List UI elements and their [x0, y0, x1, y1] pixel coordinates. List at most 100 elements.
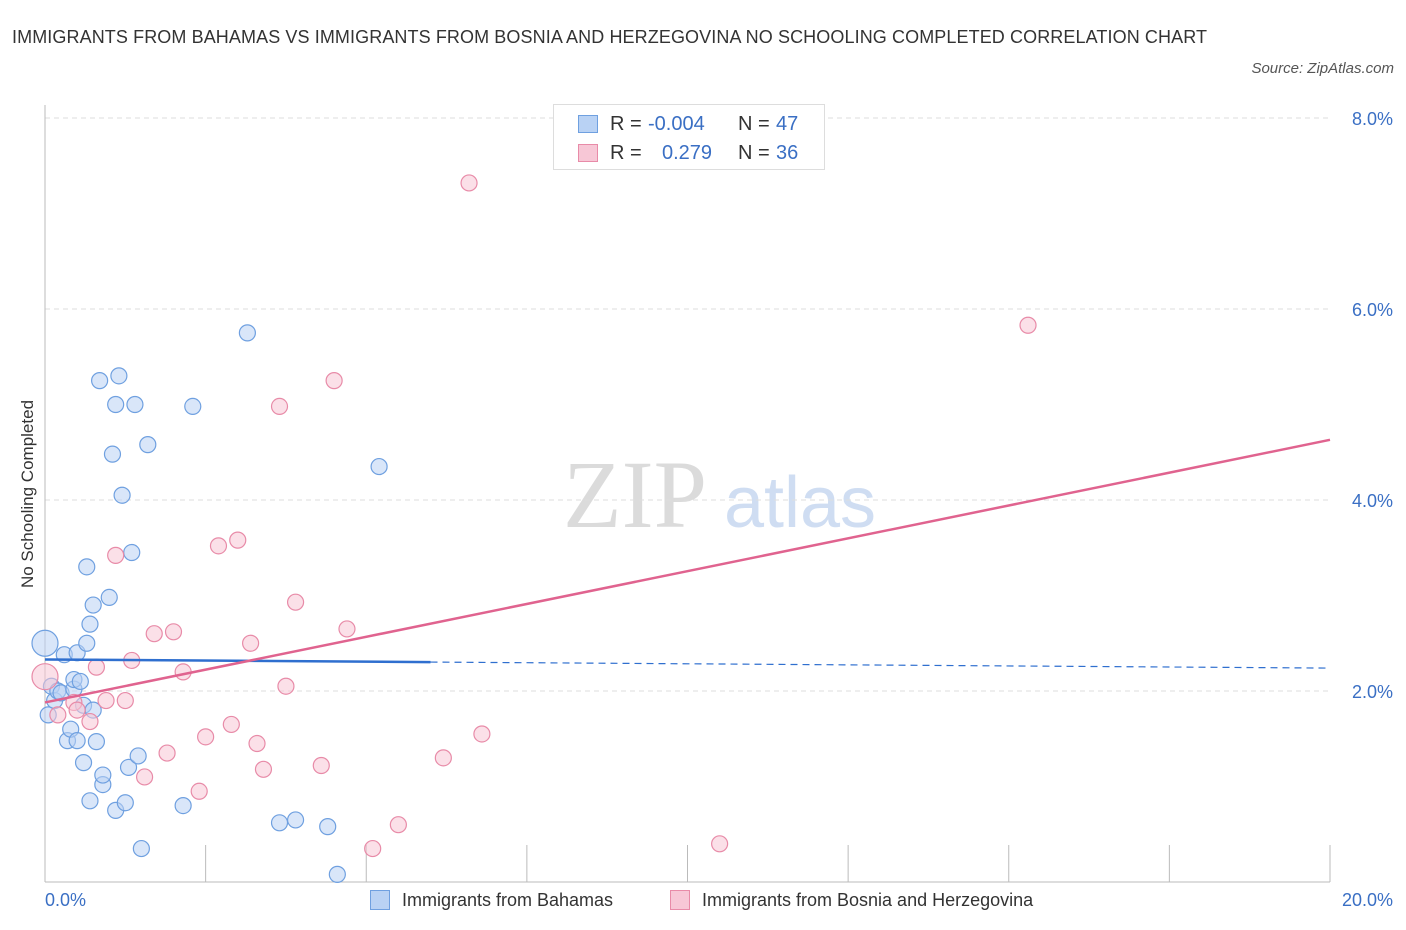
y-tick-label: 6.0%	[1352, 300, 1393, 320]
watermark-zip: ZIP	[563, 441, 707, 548]
grid	[45, 117, 1330, 692]
point-bahamas	[116, 794, 134, 812]
point-bosnia	[242, 634, 260, 652]
point-bosnia	[364, 839, 382, 858]
point-bahamas	[91, 372, 109, 390]
point-bahamas	[238, 324, 256, 342]
legend-swatch-bahamas	[370, 890, 390, 910]
point-bosnia	[434, 749, 452, 767]
r-label: R =	[610, 113, 642, 135]
point-bosnia	[190, 782, 208, 800]
r-value: 0.279	[662, 142, 713, 164]
point-bahamas	[126, 395, 144, 414]
point-bahamas	[139, 436, 157, 454]
point-bahamas	[319, 818, 337, 836]
point-bahamas	[132, 839, 150, 858]
legend-swatch-bahamas	[578, 115, 598, 133]
r-label: R =	[610, 142, 642, 164]
point-bosnia	[145, 625, 163, 643]
point-bosnia	[460, 174, 478, 192]
point-bahamas	[328, 865, 346, 883]
point-bosnia	[87, 658, 106, 676]
point-bosnia	[68, 701, 86, 719]
point-bosnia	[277, 677, 295, 695]
point-bahamas	[174, 796, 192, 815]
point-bahamas	[286, 811, 305, 829]
point-bosnia	[107, 546, 125, 564]
point-bahamas	[31, 629, 59, 657]
legend-swatch-bosnia	[578, 144, 598, 162]
legend-swatch-bosnia	[670, 890, 690, 910]
x-tick-label-max: 20.0%	[1341, 890, 1393, 910]
point-bahamas	[68, 732, 86, 750]
y-tick-label: 8.0%	[1352, 109, 1393, 129]
point-bosnia	[254, 760, 273, 778]
point-bosnia	[270, 397, 289, 416]
chart-title: IMMIGRANTS FROM BAHAMAS VS IMMIGRANTS FR…	[12, 27, 1208, 47]
trend-line-bahamas	[44, 658, 431, 664]
point-bosnia	[229, 531, 247, 549]
point-bosnia	[711, 835, 729, 853]
point-bosnia	[97, 691, 115, 710]
point-bosnia	[389, 816, 407, 834]
n-label: N =	[738, 113, 770, 135]
r-value: -0.004	[648, 113, 705, 135]
point-bahamas	[81, 792, 99, 810]
n-value: 47	[776, 113, 799, 135]
legend-item-bahamas: Immigrants from Bahamas	[370, 890, 613, 911]
point-bosnia	[116, 691, 134, 710]
point-bahamas	[84, 596, 102, 614]
y-tick-label: 4.0%	[1352, 491, 1393, 511]
point-bosnia	[81, 712, 99, 731]
point-bosnia	[31, 663, 59, 691]
y-tick-labels: 2.0% 4.0% 6.0% 8.0%	[1352, 109, 1393, 702]
point-bosnia	[135, 768, 154, 786]
point-bosnia	[209, 537, 228, 555]
points	[31, 174, 1037, 883]
stats-legend: R = -0.004 N = 47 R = 0.279 N = 36	[553, 104, 825, 170]
legend-label-bahamas: Immigrants from Bahamas	[402, 890, 614, 910]
point-bosnia	[222, 715, 240, 734]
point-bahamas	[78, 634, 96, 652]
point-bosnia	[286, 593, 305, 611]
trend-line-bosnia	[44, 438, 1331, 704]
trend-lines	[44, 438, 1331, 704]
y-tick-label: 2.0%	[1352, 682, 1393, 702]
point-bahamas	[74, 754, 93, 772]
n-label: N =	[738, 142, 770, 164]
n-value: 36	[776, 142, 799, 164]
legend-label-bosnia: Immigrants from Bosnia and Herzegovina	[702, 890, 1034, 910]
point-bahamas	[184, 397, 202, 416]
point-bahamas	[71, 672, 89, 691]
point-bahamas	[270, 814, 289, 832]
point-bosnia	[338, 620, 356, 638]
legend-item-bosnia: Immigrants from Bosnia and Herzegovina	[670, 890, 1033, 911]
point-bahamas	[110, 367, 128, 385]
point-bosnia	[158, 744, 176, 762]
point-bahamas	[103, 445, 122, 463]
point-bosnia	[49, 706, 67, 724]
watermark-atlas: atlas	[724, 463, 876, 543]
point-bahamas	[123, 543, 141, 562]
point-bosnia	[312, 756, 330, 775]
point-bosnia	[164, 623, 183, 641]
point-bahamas	[119, 758, 138, 777]
point-bahamas	[100, 588, 118, 607]
point-bosnia	[1019, 316, 1037, 334]
axes	[44, 105, 1331, 883]
point-bahamas	[94, 766, 112, 784]
source-note: Source: ZipAtlas.com	[1251, 60, 1394, 77]
point-bahamas	[129, 747, 147, 765]
point-bosnia	[473, 725, 491, 743]
point-bosnia	[325, 372, 343, 390]
point-bahamas	[113, 486, 131, 504]
point-bosnia	[248, 734, 266, 753]
point-bahamas	[107, 395, 125, 414]
point-bahamas	[81, 615, 99, 633]
trend-line-bahamas-extension	[430, 661, 1331, 669]
point-bahamas	[78, 558, 96, 576]
point-bosnia	[197, 728, 215, 746]
point-bahamas	[370, 457, 388, 476]
point-bahamas	[87, 733, 106, 751]
